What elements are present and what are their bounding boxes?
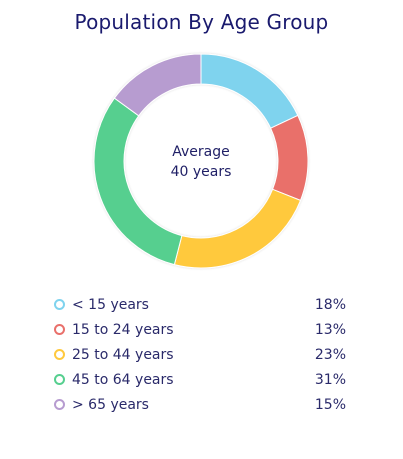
donut-slice[interactable] xyxy=(200,53,299,129)
center-label-average: Average xyxy=(172,144,230,160)
legend-row[interactable]: 45 to 64 years 31% xyxy=(54,367,346,392)
legend-row[interactable]: > 65 years 15% xyxy=(54,392,346,417)
legend-marker-icon xyxy=(54,349,65,360)
legend-value: 18% xyxy=(314,296,346,313)
donut-chart-container: Average 40 years xyxy=(93,53,309,269)
donut-slice[interactable] xyxy=(173,188,302,269)
donut-slice[interactable] xyxy=(93,97,183,266)
legend-marker-icon xyxy=(54,299,65,310)
donut-slice[interactable] xyxy=(270,114,309,202)
legend-marker-icon xyxy=(54,324,65,335)
legend-row[interactable]: < 15 years 18% xyxy=(54,292,346,317)
legend-row[interactable]: 25 to 44 years 23% xyxy=(54,342,346,367)
legend-row[interactable]: 15 to 24 years 13% xyxy=(54,317,346,342)
legend: < 15 years 18% 15 to 24 years 13% 25 to … xyxy=(54,292,346,417)
chart-title: Population By Age Group xyxy=(74,10,329,34)
legend-label: 45 to 64 years xyxy=(72,371,174,388)
legend-label: < 15 years xyxy=(72,296,149,313)
legend-value: 15% xyxy=(314,396,346,413)
legend-label: 25 to 44 years xyxy=(72,346,174,363)
donut-chart: Average 40 years xyxy=(93,53,309,269)
legend-label: 15 to 24 years xyxy=(72,321,174,338)
donut-slice[interactable] xyxy=(113,53,202,117)
center-label-value: 40 years xyxy=(171,164,232,180)
legend-label: > 65 years xyxy=(72,396,149,413)
legend-marker-icon xyxy=(54,399,65,410)
legend-value: 23% xyxy=(314,346,346,363)
legend-value: 13% xyxy=(314,321,346,338)
legend-marker-icon xyxy=(54,374,65,385)
legend-value: 31% xyxy=(314,371,346,388)
